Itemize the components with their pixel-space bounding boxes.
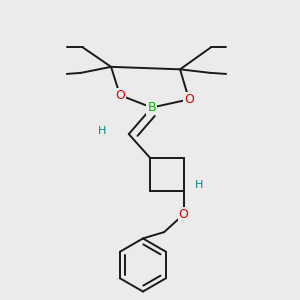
Text: O: O [184, 93, 194, 106]
Text: O: O [115, 89, 125, 102]
Text: B: B [148, 101, 156, 114]
Text: O: O [179, 208, 189, 221]
Text: H: H [98, 126, 106, 136]
Text: H: H [195, 180, 204, 190]
